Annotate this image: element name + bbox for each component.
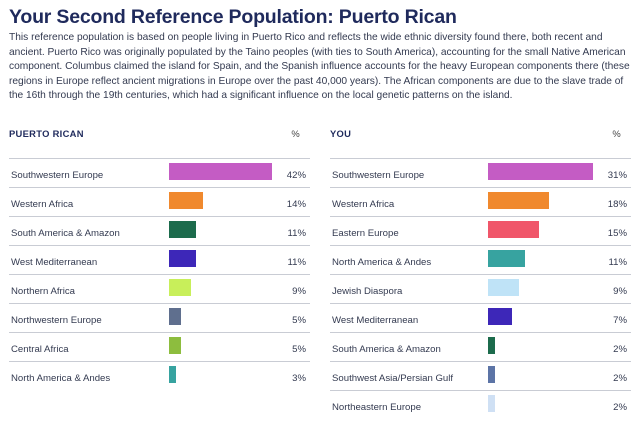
region-label: Southwestern Europe xyxy=(332,170,425,181)
percentage-bar xyxy=(488,192,550,209)
percentage-value: 5% xyxy=(292,315,306,326)
region-label: South America & Amazon xyxy=(11,228,120,239)
region-label: Eastern Europe xyxy=(332,228,399,239)
percentage-value: 11% xyxy=(608,257,628,268)
percentage-bar xyxy=(488,337,495,354)
ancestry-row: South America & Amazon 2% xyxy=(330,332,631,361)
ancestry-row: North America & Andes 3% xyxy=(9,361,310,390)
percentage-value: 2% xyxy=(613,402,627,413)
percentage-value: 31% xyxy=(607,170,627,181)
region-label: West Mediterranean xyxy=(332,315,419,326)
percentage-bar xyxy=(169,308,182,325)
percentage-bar xyxy=(488,221,539,238)
region-label: North America & Andes xyxy=(332,257,432,268)
page-title: Your Second Reference Population: Puerto… xyxy=(9,6,457,28)
percentage-bar xyxy=(169,192,204,209)
percentage-bar xyxy=(488,250,526,267)
ancestry-row: Southwest Asia/Persian Gulf 2% xyxy=(330,361,631,390)
percentage-value: 9% xyxy=(292,286,306,297)
percentage-value: 7% xyxy=(613,315,627,326)
region-label: Northwestern Europe xyxy=(11,315,102,326)
percentage-bar xyxy=(169,366,177,383)
ancestry-row: Western Africa 18% xyxy=(330,187,631,216)
percent-column-header: % xyxy=(291,128,300,139)
panel-header: YOU % xyxy=(330,128,631,142)
percentage-value: 2% xyxy=(613,373,627,384)
percentage-bar xyxy=(169,279,192,296)
percentage-bar xyxy=(169,250,196,267)
ancestry-row: Western Africa 14% xyxy=(9,187,310,216)
region-label: Western Africa xyxy=(11,199,74,210)
ancestry-row: South America & Amazon 11% xyxy=(9,216,310,245)
percentage-bar xyxy=(488,279,519,296)
ancestry-row: Southwestern Europe 42% xyxy=(9,158,310,187)
region-label: Western Africa xyxy=(332,199,395,210)
panel-heading: YOU xyxy=(330,128,352,139)
ancestry-row: West Mediterranean 11% xyxy=(9,245,310,274)
region-label: Southwest Asia/Persian Gulf xyxy=(332,373,454,384)
percentage-value: 9% xyxy=(613,286,627,297)
ancestry-row: Northern Africa 9% xyxy=(9,274,310,303)
ancestry-row: Central Africa 5% xyxy=(9,332,310,361)
your-results-panel: YOU % Southwestern Europe 31% Western Afri… xyxy=(330,128,631,413)
region-label: West Mediterranean xyxy=(11,257,98,268)
ancestry-row: Southwestern Europe 31% xyxy=(330,158,631,187)
percentage-bar xyxy=(488,308,512,325)
percentage-value: 11% xyxy=(287,228,307,239)
region-label: Southwestern Europe xyxy=(11,170,104,181)
panel-heading: PUERTO RICAN xyxy=(9,128,84,139)
percentage-value: 18% xyxy=(607,199,627,210)
percentage-value: 5% xyxy=(292,344,306,355)
region-label: Jewish Diaspora xyxy=(332,286,403,297)
percentage-bar xyxy=(488,163,594,180)
region-label: Northern Africa xyxy=(11,286,75,297)
percentage-value: 2% xyxy=(613,344,627,355)
ancestry-row: Northeastern Europe 2% xyxy=(330,390,631,419)
ancestry-row: North America & Andes 11% xyxy=(330,245,631,274)
percentage-value: 15% xyxy=(607,228,627,239)
ancestry-list: Southwestern Europe 42% Western Africa 14% S… xyxy=(9,158,310,390)
percentage-bar xyxy=(169,221,196,238)
percentage-bar xyxy=(169,337,182,354)
ancestry-row: Jewish Diaspora 9% xyxy=(330,274,631,303)
ancestry-list: Southwestern Europe 31% Western Africa 18% E… xyxy=(330,158,631,419)
ancestry-row: West Mediterranean 7% xyxy=(330,303,631,332)
percentage-bar xyxy=(169,163,272,180)
ancestry-row: Northwestern Europe 5% xyxy=(9,303,310,332)
panel-header: PUERTO RICAN % xyxy=(9,128,310,142)
reference-population-panel: PUERTO RICAN % Southwestern Europe 42% Wes… xyxy=(9,128,310,384)
percentage-value: 3% xyxy=(292,373,306,384)
region-label: Northeastern Europe xyxy=(332,402,422,413)
region-label: North America & Andes xyxy=(11,373,111,384)
percent-column-header: % xyxy=(612,128,621,139)
percentage-value: 11% xyxy=(287,257,307,268)
percentage-bar xyxy=(488,366,495,383)
region-label: South America & Amazon xyxy=(332,344,441,355)
percentage-bar xyxy=(488,395,495,412)
region-label: Central Africa xyxy=(11,344,69,355)
percentage-value: 14% xyxy=(286,199,306,210)
population-description: This reference population is based on pe… xyxy=(9,32,630,102)
ancestry-row: Eastern Europe 15% xyxy=(330,216,631,245)
percentage-value: 42% xyxy=(286,170,306,181)
